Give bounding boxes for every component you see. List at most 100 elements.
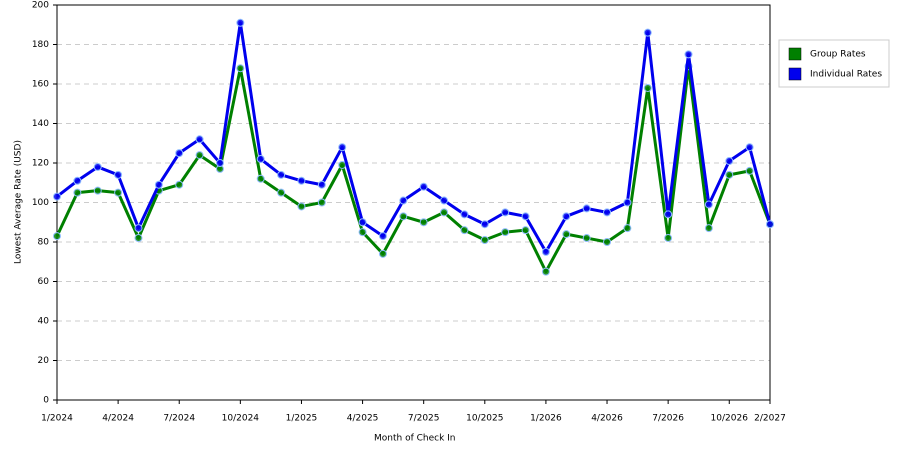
data-point bbox=[419, 218, 428, 227]
data-point bbox=[725, 157, 734, 166]
data-point bbox=[256, 155, 265, 164]
series-line bbox=[56, 21, 772, 254]
data-point bbox=[378, 249, 387, 258]
data-point bbox=[195, 135, 204, 144]
data-point bbox=[480, 236, 489, 245]
x-tick-label: 10/2026 bbox=[711, 414, 749, 424]
data-point bbox=[53, 192, 61, 201]
y-tick-label: 180 bbox=[32, 40, 49, 50]
data-point bbox=[317, 198, 326, 207]
y-tick-label: 200 bbox=[32, 1, 49, 11]
data-point bbox=[358, 228, 367, 237]
data-point bbox=[480, 220, 489, 229]
data-point bbox=[725, 170, 734, 179]
legend-swatch bbox=[788, 67, 802, 81]
data-point bbox=[53, 232, 61, 241]
data-point bbox=[114, 170, 123, 179]
data-point bbox=[562, 230, 571, 239]
x-tick-label: 4/2024 bbox=[102, 414, 134, 424]
data-point bbox=[378, 232, 387, 241]
y-tick-label: 80 bbox=[38, 238, 50, 248]
y-tick-label: 0 bbox=[43, 396, 49, 406]
data-point bbox=[195, 151, 204, 160]
data-point bbox=[603, 238, 612, 246]
data-point bbox=[541, 247, 550, 256]
y-tick-label: 100 bbox=[32, 198, 49, 208]
data-point bbox=[297, 202, 306, 211]
x-tick-label: 10/2024 bbox=[222, 414, 260, 424]
data-point bbox=[440, 196, 449, 205]
y-tick-label: 60 bbox=[38, 277, 50, 287]
data-point bbox=[603, 208, 612, 217]
y-tick-label: 40 bbox=[38, 317, 50, 327]
y-tick-label: 140 bbox=[32, 119, 49, 129]
data-point bbox=[664, 234, 673, 243]
data-point bbox=[521, 212, 530, 221]
x-tick-label: 7/2024 bbox=[163, 414, 195, 424]
data-point bbox=[134, 224, 143, 233]
data-point bbox=[419, 182, 428, 191]
x-tick-label: 4/2026 bbox=[591, 414, 623, 424]
data-point bbox=[704, 224, 713, 233]
data-point bbox=[134, 234, 143, 243]
data-point bbox=[358, 218, 367, 227]
data-point bbox=[521, 226, 530, 235]
data-point bbox=[704, 200, 713, 209]
x-tick-label: 10/2025 bbox=[466, 414, 503, 424]
data-point bbox=[643, 28, 652, 37]
y-axis-title: Lowest Average Rate (USD) bbox=[14, 140, 24, 264]
data-point bbox=[277, 188, 286, 197]
data-point bbox=[501, 208, 510, 217]
data-point bbox=[766, 220, 774, 229]
data-point bbox=[93, 186, 102, 195]
y-tick-label: 20 bbox=[38, 356, 50, 366]
x-axis-title: Month of Check In bbox=[374, 434, 456, 444]
data-point bbox=[175, 180, 184, 189]
data-point bbox=[460, 210, 469, 219]
y-tick-label: 160 bbox=[32, 80, 49, 90]
legend-label: Individual Rates bbox=[810, 70, 882, 80]
data-point bbox=[541, 267, 550, 276]
data-point bbox=[399, 212, 408, 221]
data-point bbox=[93, 162, 102, 171]
data-point bbox=[154, 180, 163, 189]
data-point bbox=[562, 212, 571, 221]
data-point bbox=[745, 166, 754, 175]
legend-swatch bbox=[788, 47, 802, 61]
data-point bbox=[277, 170, 286, 179]
data-point bbox=[399, 196, 408, 205]
data-point bbox=[317, 180, 326, 189]
data-point bbox=[623, 224, 632, 233]
data-point bbox=[440, 208, 449, 217]
y-tick-label: 120 bbox=[32, 159, 49, 169]
x-tick-label: 7/2025 bbox=[408, 414, 440, 424]
data-point bbox=[114, 188, 123, 197]
data-point bbox=[623, 198, 632, 207]
data-point bbox=[73, 176, 82, 185]
data-point bbox=[297, 176, 306, 185]
x-tick-label: 4/2025 bbox=[347, 414, 379, 424]
legend-label: Group Rates bbox=[810, 50, 866, 60]
x-tick-label: 1/2026 bbox=[530, 414, 562, 424]
data-point bbox=[582, 204, 591, 213]
data-point bbox=[236, 64, 245, 73]
x-tick-label: 2/2027 bbox=[754, 414, 786, 424]
data-point bbox=[745, 143, 754, 152]
data-point bbox=[684, 50, 693, 59]
x-tick-label: 1/2024 bbox=[41, 414, 73, 424]
data-point bbox=[73, 188, 82, 197]
data-point bbox=[664, 210, 673, 219]
data-point bbox=[460, 226, 469, 235]
data-point bbox=[643, 83, 652, 92]
data-point bbox=[338, 143, 347, 152]
data-point bbox=[215, 159, 224, 167]
x-tick-label: 7/2026 bbox=[652, 414, 684, 424]
data-point bbox=[175, 149, 184, 158]
data-point bbox=[582, 234, 591, 243]
plot-frame bbox=[56, 4, 771, 401]
data-point bbox=[256, 174, 265, 183]
data-point bbox=[501, 228, 510, 237]
data-point bbox=[236, 18, 245, 27]
